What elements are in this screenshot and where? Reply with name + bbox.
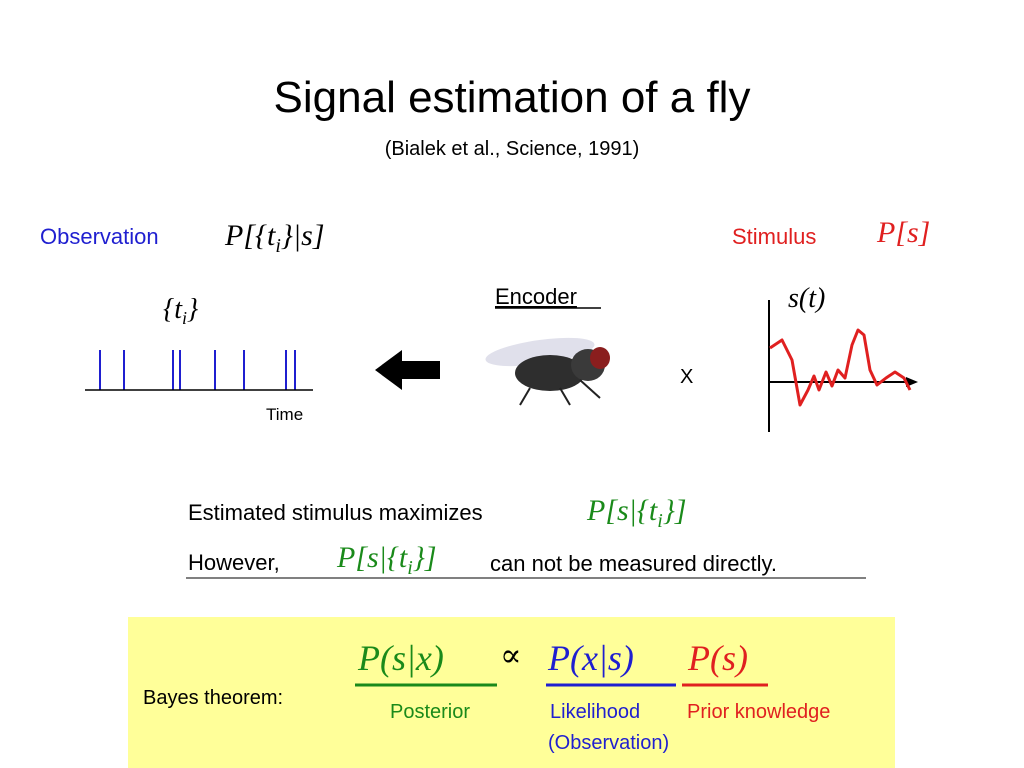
arrow [375,350,440,390]
signal-label: s(t) [788,283,825,314]
prior-formula: P(s) [687,638,748,678]
formula-part: }|s] [281,219,325,252]
spike-label: {ti} [163,294,198,328]
formula-part: P[s|{t [336,541,408,574]
axis-arrow [906,377,918,387]
formula-part: P[{t [224,219,276,252]
observation-label: Observation [40,224,159,249]
formula-part: {t [163,294,183,325]
formula-sub: i [182,308,187,328]
posterior-formula: P(s|x) [357,638,444,678]
prior-label: Prior knowledge [687,701,830,723]
subtitle: (Bialek et al., Science, 1991) [385,138,640,160]
estimate-formula: P[s|{ti}] [586,494,687,532]
formula-sub: i [275,235,281,257]
multiply-sign: X [680,366,693,388]
bayes-label: Bayes theorem: [143,687,283,709]
observation-formula: P[{ti}|s] [224,219,325,257]
formula-part: P[s|{t [586,494,658,527]
posterior-label: Posterior [390,701,470,723]
signal-curve [769,328,912,407]
formula-part: }] [663,494,687,527]
title: Signal estimation of a fly [274,73,751,122]
likelihood-formula: P(x|s) [547,638,634,678]
likelihood-note: (Observation) [548,732,669,754]
estimate-text: Estimated stimulus maximizes [188,500,483,525]
formula-sub: i [657,510,663,532]
time-label: Time [266,405,303,424]
however-formula: P[s|{ti}] [336,541,437,579]
formula-part: }] [413,541,437,574]
stimulus-formula: P[s] [876,216,930,249]
spike-train [99,350,296,390]
however-text: However, [188,550,280,575]
encoder-label: Encoder [495,284,577,309]
proportional-sign: ∝ [500,636,522,674]
likelihood-label: Likelihood [550,701,640,723]
however-rest: can not be measured directly. [490,551,777,576]
formula-part: } [187,294,198,325]
formula-sub: i [407,557,413,579]
stimulus-label: Stimulus [732,224,816,249]
bayes-box [128,617,895,768]
fly-illustration [485,337,610,406]
